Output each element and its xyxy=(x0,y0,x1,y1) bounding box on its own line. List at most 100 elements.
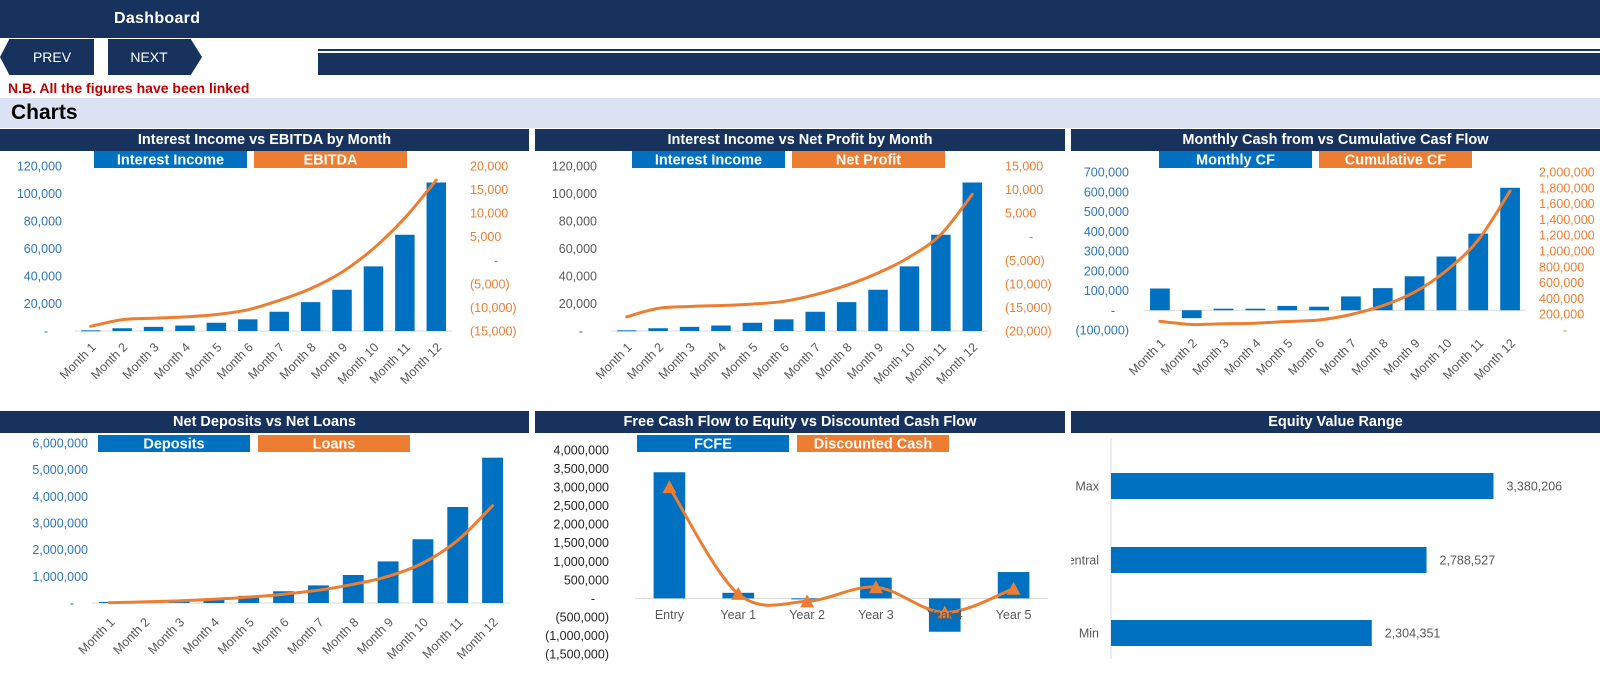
right-axis-tick: (5,000) xyxy=(1005,254,1045,268)
bar xyxy=(269,311,289,331)
left-axis-tick: 300,000 xyxy=(1084,245,1129,259)
bar xyxy=(1277,305,1298,311)
left-axis-tick: 1,000,000 xyxy=(553,555,609,569)
left-axis-tick: 2,000,000 xyxy=(553,518,609,532)
left-axis-tick: - xyxy=(591,592,595,606)
bar xyxy=(962,182,983,331)
category-label: Entry xyxy=(655,608,685,622)
left-axis-tick: 3,000,000 xyxy=(553,481,609,495)
chart-title: Interest Income vs EBITDA by Month xyxy=(0,129,529,151)
bar xyxy=(1341,296,1361,311)
left-axis-tick: 100,000 xyxy=(1084,284,1129,298)
left-axis-tick: - xyxy=(70,597,74,611)
legend-swatch xyxy=(797,435,949,452)
prev-button[interactable]: PREV xyxy=(0,39,94,75)
bar xyxy=(1150,288,1170,311)
bar xyxy=(426,182,447,331)
left-axis-tick: (100,000) xyxy=(1075,324,1129,338)
series-line xyxy=(89,178,438,328)
legend-label: EBITDA xyxy=(304,153,359,169)
category-label: Year 5 xyxy=(996,608,1032,622)
left-axis-tick: 100,000 xyxy=(17,187,62,201)
series-line xyxy=(667,485,1016,615)
right-axis-tick: (5,000) xyxy=(470,277,510,291)
bar xyxy=(711,325,731,331)
category-label: Max xyxy=(1075,480,1099,494)
left-axis-tick: 1,000,000 xyxy=(32,570,88,584)
right-axis-tick: 200,000 xyxy=(1539,308,1584,322)
right-axis-tick: 1,200,000 xyxy=(1539,229,1595,243)
left-axis-tick: 700,000 xyxy=(1084,166,1129,180)
category-label: Month 4 xyxy=(180,615,222,657)
bar xyxy=(616,330,637,332)
bar xyxy=(363,266,384,331)
line-marker xyxy=(868,580,883,594)
series-line xyxy=(107,504,495,605)
left-axis-tick: - xyxy=(579,325,583,339)
next-button[interactable]: NEXT xyxy=(108,39,202,75)
bar xyxy=(805,311,825,331)
right-axis-tick: (15,000) xyxy=(470,325,517,339)
left-axis-tick: (1,000,000) xyxy=(545,629,609,643)
bar xyxy=(1111,547,1427,573)
bar xyxy=(80,330,101,332)
bar xyxy=(238,319,258,331)
category-label: Year 4 xyxy=(927,608,963,622)
bar xyxy=(774,319,794,331)
chart-panel-2: Interest Income vs Net Profit by Month I… xyxy=(535,129,1065,405)
legend-swatch xyxy=(792,151,945,168)
nav-divider xyxy=(318,49,1600,51)
left-axis-tick: 40,000 xyxy=(559,270,597,284)
left-axis-tick: 2,000,000 xyxy=(32,543,88,557)
nav-bar xyxy=(318,53,1600,75)
bar xyxy=(1111,473,1494,499)
left-axis-tick: 20,000 xyxy=(559,297,597,311)
legend-swatch xyxy=(637,435,789,452)
right-axis-tick: 15,000 xyxy=(1005,160,1043,174)
right-axis-tick: 5,000 xyxy=(470,230,501,244)
right-axis-tick: 1,000,000 xyxy=(1539,245,1595,259)
right-axis-tick: 1,800,000 xyxy=(1539,181,1595,195)
bar xyxy=(1181,310,1202,319)
legend-label: Cumulative CF xyxy=(1345,153,1447,169)
left-axis-tick: 500,000 xyxy=(1084,205,1129,219)
left-axis-tick: 80,000 xyxy=(24,215,62,229)
right-axis-tick: 5,000 xyxy=(1005,207,1036,221)
chart-svg: Deposits Loans - 1,000,000 2,000,000 3,000,00… xyxy=(32,435,510,662)
left-axis-tick: 4,000,000 xyxy=(553,444,609,458)
bar xyxy=(206,322,227,331)
left-axis-tick: 120,000 xyxy=(552,160,597,174)
left-axis-tick: 2,500,000 xyxy=(553,499,609,513)
bar xyxy=(1213,308,1234,311)
bar xyxy=(112,328,132,331)
left-axis-tick: 500,000 xyxy=(564,573,609,587)
bar xyxy=(1245,308,1266,311)
left-axis-tick: 6,000,000 xyxy=(32,437,88,451)
left-axis-tick: 60,000 xyxy=(24,242,62,256)
bar xyxy=(1468,233,1489,311)
legend-label: Interest Income xyxy=(117,153,224,169)
category-label: Min xyxy=(1079,627,1099,641)
left-axis-tick: 600,000 xyxy=(1084,185,1129,199)
left-axis-tick: - xyxy=(44,325,48,339)
legend-label: Net Profit xyxy=(836,153,901,169)
left-axis-tick: 5,000,000 xyxy=(32,463,88,477)
bar xyxy=(648,328,668,331)
left-axis-tick: (1,500,000) xyxy=(545,648,609,662)
bar xyxy=(203,598,225,603)
chart-panel-3: Monthly Cash from vs Cumulative Casf Flo… xyxy=(1071,129,1600,405)
bar xyxy=(1436,256,1457,311)
bar xyxy=(342,575,364,603)
category-label: Month 6 xyxy=(250,615,292,657)
left-axis-tick: 200,000 xyxy=(1084,264,1129,278)
chart-svg: 3,380,206 Max 2,788,527 Central 2,304,351 Min xyxy=(1071,438,1562,659)
right-axis-tick: 1,400,000 xyxy=(1539,213,1595,227)
chart-svg: Interest Income Net Profit - 20,000 40,000 60… xyxy=(552,151,1052,387)
legend-swatch xyxy=(258,435,410,452)
legend-label: FCFE xyxy=(694,437,732,453)
dashboard-title: Dashboard xyxy=(114,10,201,27)
chart-panel-5: Free Cash Flow to Equity vs Discounted C… xyxy=(535,411,1065,694)
bar xyxy=(412,539,434,603)
legend-swatch xyxy=(1159,151,1312,168)
bar xyxy=(931,234,951,331)
